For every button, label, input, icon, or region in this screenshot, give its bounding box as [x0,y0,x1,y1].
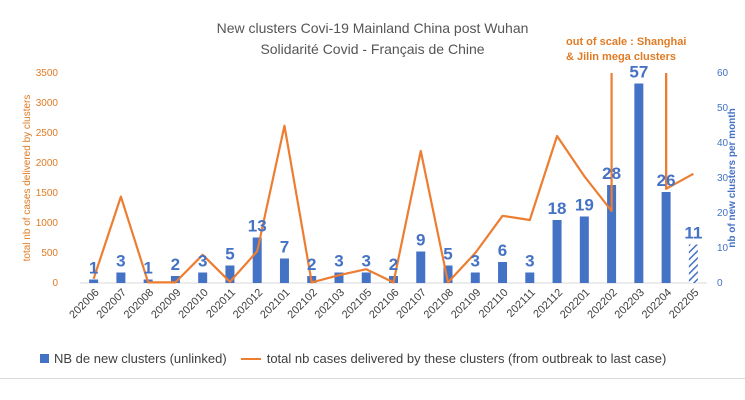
bar [579,216,589,283]
bar [525,272,535,283]
bar-data-label: 3 [525,252,534,271]
bar-data-label: 5 [443,245,452,264]
bar [334,272,344,283]
right-tick-label: 0 [717,278,723,289]
left-tick-label: 500 [41,248,58,259]
bar-data-label: 19 [575,196,594,215]
bar-data-label: 11 [684,224,702,243]
bar [443,265,453,283]
right-tick-label: 40 [717,138,729,149]
bar-data-label: 7 [280,238,289,257]
right-tick-label: 50 [717,103,729,114]
left-tick-label: 1500 [36,188,59,199]
x-tick-label: 202110 [477,287,511,321]
chart-subtitle: Solidarité Covid - Français de Chine [260,41,485,57]
bar [170,276,180,283]
bar-data-label: 2 [389,255,398,274]
chart-title: New clusters Covi-19 Mainland China post… [216,20,529,36]
bar [470,272,480,283]
right-tick-label: 30 [717,173,729,184]
bar-data-label: 2 [307,255,316,274]
bar-data-label: 2 [171,255,180,274]
bar-data-label: 3 [334,252,343,271]
bar-data-label: 13 [248,217,267,236]
bar [89,279,99,283]
bar-data-label: 6 [498,241,507,260]
right-tick-label: 20 [717,208,729,219]
bar-data-label: 3 [471,252,480,271]
bar [661,192,671,283]
bar [416,251,426,283]
left-tick-label: 1000 [36,218,59,229]
bar [498,262,508,283]
bar-data-label: 9 [416,231,425,250]
bar-data-label: 26 [657,171,676,190]
annotation-line-2: & Jilin mega clusters [566,51,677,63]
left-tick-label: 2500 [36,128,59,139]
left-tick-label: 3000 [36,98,59,109]
x-tick-label: 202109 [449,287,483,321]
left-tick-label: 2000 [36,158,59,169]
bar [552,220,562,283]
bar [252,237,262,283]
bar [607,185,617,283]
legend: NB de new clusters (unlinked) total nb c… [40,351,666,366]
bar-data-label: 3 [116,252,125,271]
legend-swatch-line [240,357,261,360]
line-series [92,73,613,284]
x-tick-label: 202010 [176,287,210,321]
bar [116,272,126,283]
bar [688,244,698,283]
bar [279,258,289,283]
bar-data-label: 28 [602,164,621,183]
right-tick-label: 10 [717,243,729,254]
left-axis-label: total nb of cases delivered by clusters [22,95,33,262]
bottom-divider [0,378,745,379]
legend-label-line: total nb cases delivered by these cluste… [266,351,667,366]
legend-label-bars: NB de new clusters (unlinked) [54,351,227,366]
left-tick-label: 3500 [36,68,59,79]
bar [225,265,235,283]
chart-annotation: out of scale : Shanghai & Jilin mega clu… [566,35,686,65]
bar-data-label: 3 [198,252,207,271]
bar [634,83,644,283]
bar-data-label: 1 [143,259,152,278]
x-tick-label: 202205 [667,287,701,321]
bar-data-label: 57 [629,63,648,82]
bar-data-label: 3 [362,252,371,271]
bar-data-label: 5 [225,245,234,264]
bar [198,272,208,283]
line-series [665,73,694,190]
bar [361,272,371,283]
legend-swatch-bars [40,354,49,363]
left-tick-label: 0 [52,278,58,289]
annotation-line-1: out of scale : Shanghai [566,36,687,48]
right-tick-label: 60 [717,68,729,79]
bar-data-label: 1 [89,259,98,278]
right-axis-label: nb of new clusters per month [727,108,738,247]
bar-data-label: 18 [548,199,567,218]
